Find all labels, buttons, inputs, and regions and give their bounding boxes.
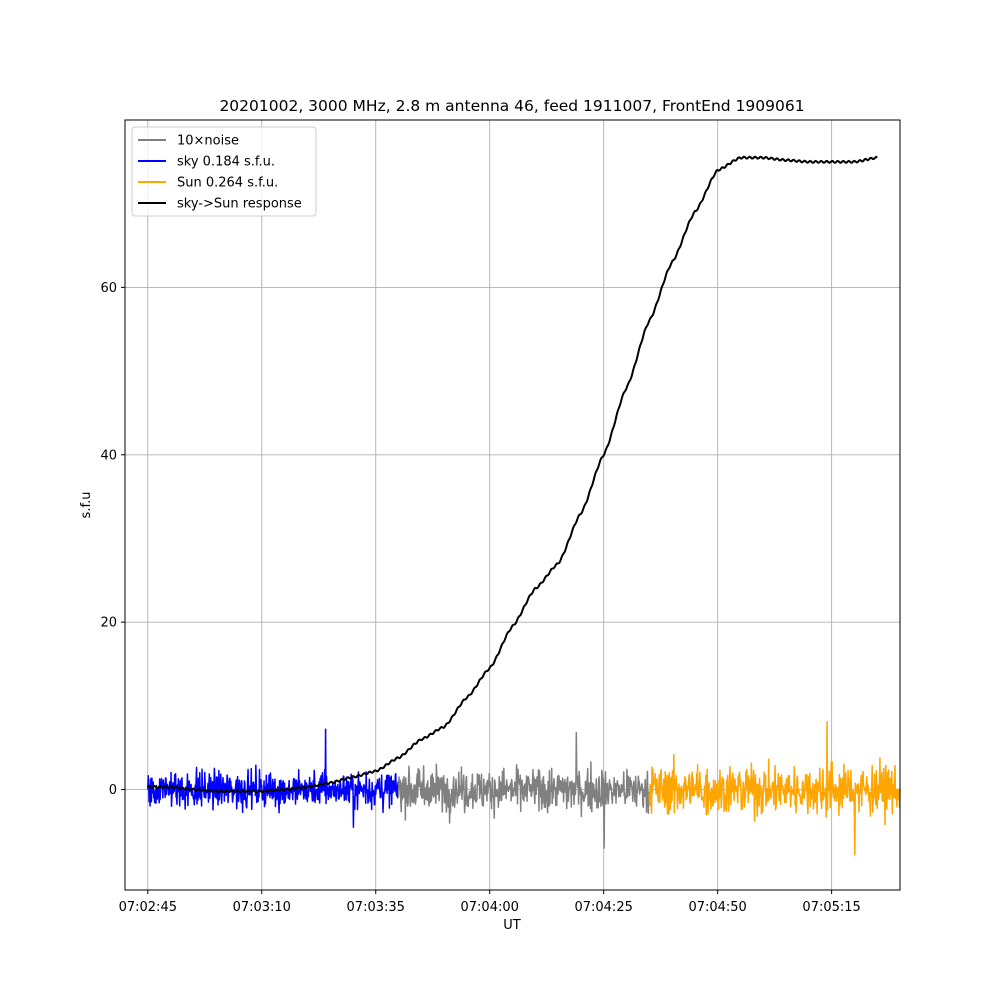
x-tick-label: 07:03:35 <box>347 900 405 915</box>
plot-series <box>147 155 901 856</box>
x-tick-label: 07:04:25 <box>574 900 632 915</box>
x-axis-label: UT <box>503 918 521 933</box>
y-tick-label: 0 <box>109 783 117 798</box>
legend-label: sky->Sun response <box>177 197 302 212</box>
legend-label: 10×noise <box>177 134 239 149</box>
y-tick-label: 20 <box>100 616 117 631</box>
response-series-line <box>147 155 878 794</box>
y-tick-label: 60 <box>100 281 117 296</box>
legend-label: sky 0.184 s.f.u. <box>177 155 275 170</box>
x-tick-label: 07:03:10 <box>233 900 291 915</box>
x-tick-label: 07:04:50 <box>688 900 746 915</box>
noise-series-2 <box>648 721 901 856</box>
y-axis-ticks: 0 20 40 60 <box>100 281 125 798</box>
chart-title: 20201002, 3000 MHz, 2.8 m antenna 46, fe… <box>219 97 804 115</box>
legend-box <box>131 126 317 217</box>
x-tick-label: 07:05:15 <box>802 900 860 915</box>
y-tick-label: 40 <box>100 448 117 463</box>
legend-label: Sun 0.264 s.f.u. <box>177 176 278 191</box>
y-axis-label: s.f.u <box>79 492 94 519</box>
legend: 10×noise sky 0.184 s.f.u. Sun 0.264 s.f.u.… <box>131 126 317 217</box>
noise-series-1 <box>397 731 650 849</box>
x-tick-label: 07:04:00 <box>461 900 519 915</box>
x-axis-ticks: 07:02:45 07:03:10 07:03:35 07:04:00 07:04:25… <box>119 890 861 915</box>
plot-frame <box>124 119 901 891</box>
x-tick-label: 07:02:45 <box>119 900 177 915</box>
